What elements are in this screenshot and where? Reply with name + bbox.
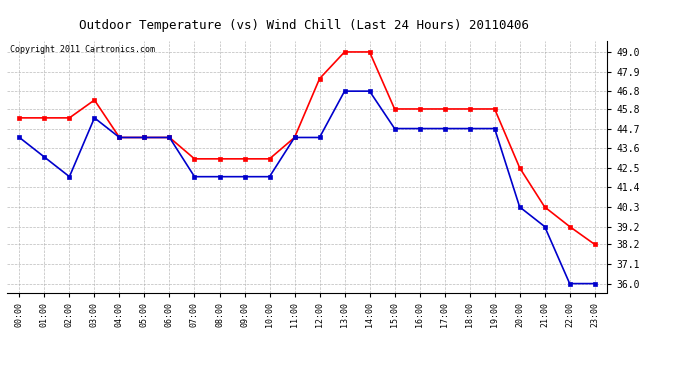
- Text: Outdoor Temperature (vs) Wind Chill (Last 24 Hours) 20110406: Outdoor Temperature (vs) Wind Chill (Las…: [79, 19, 529, 32]
- Text: Copyright 2011 Cartronics.com: Copyright 2011 Cartronics.com: [10, 45, 155, 54]
